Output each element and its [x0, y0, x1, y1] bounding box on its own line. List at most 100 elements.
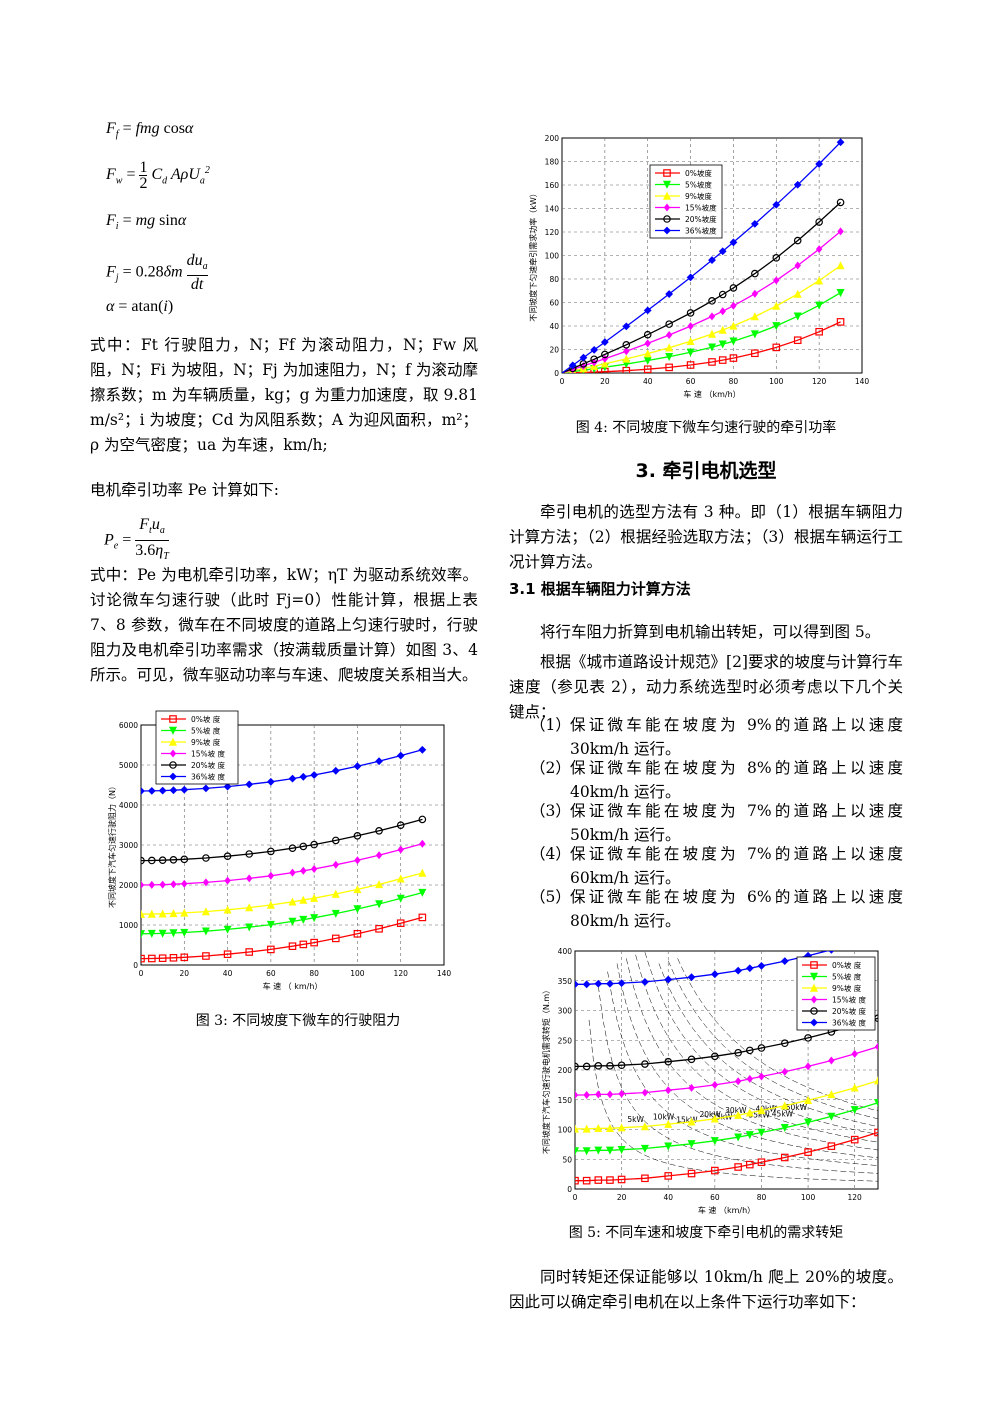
data-point — [246, 874, 253, 883]
data-point — [874, 1042, 878, 1051]
data-point — [419, 839, 426, 848]
data-point — [665, 290, 674, 298]
data-point — [202, 952, 210, 960]
data-point — [757, 961, 766, 970]
data-point — [397, 845, 404, 854]
paragraph-torque-conversion: 将行车阻力折算到电机输出转矩，可以得到图 5。 — [540, 623, 881, 641]
x-tick-label: 0 — [139, 969, 144, 978]
section-3-1-title: 3.1 根据车辆阻力计算方法 — [509, 580, 691, 598]
data-point — [780, 1124, 789, 1133]
data-point — [643, 365, 652, 373]
data-point — [686, 273, 695, 282]
data-point — [643, 330, 652, 339]
data-point — [815, 276, 824, 285]
data-point — [223, 782, 232, 791]
data-point — [331, 889, 340, 898]
data-point — [827, 1112, 836, 1121]
data-point — [582, 1124, 591, 1133]
data-point — [310, 771, 319, 779]
legend-marker — [662, 180, 672, 189]
legend-label: 15%坡 度 — [191, 749, 226, 759]
data-point — [141, 909, 146, 918]
legend-label: 0%坡 度 — [191, 714, 221, 724]
power-line-label: 5kW — [627, 1115, 644, 1124]
y-axis-label: 不同坡度下汽车匀速行驶阻力（N） — [107, 782, 117, 908]
requirement-number: （5） — [530, 888, 571, 906]
data-point — [299, 842, 308, 851]
data-point — [718, 290, 727, 299]
data-point — [245, 948, 254, 956]
x-tick-label: 0 — [560, 377, 565, 386]
power-line-label: 50kW — [786, 1103, 808, 1112]
requirement-text: 保证微车能在坡度为 6%的道路上以速度 80km/h 运行。 — [570, 888, 903, 930]
y-tick-label: 4000 — [119, 801, 138, 810]
data-point — [331, 836, 340, 845]
data-point — [418, 745, 427, 754]
data-point — [873, 1099, 878, 1108]
data-point — [815, 301, 824, 310]
equation-fj: Fj = 0.28δm dua dt — [106, 252, 208, 294]
data-point — [745, 964, 754, 973]
data-point — [266, 900, 275, 909]
data-point — [793, 236, 802, 245]
data-point — [583, 1090, 590, 1099]
x-axis-label: 车 速 （km/h） — [698, 1205, 755, 1215]
data-point — [594, 979, 603, 988]
power-contour — [658, 963, 879, 1127]
data-point — [594, 1123, 603, 1133]
requirement-text: 保证微车能在坡度为 7%的道路上以速度 60km/h 运行。 — [570, 845, 903, 887]
data-point — [622, 322, 631, 331]
data-point — [310, 864, 318, 874]
data-point — [687, 1055, 696, 1064]
data-point — [396, 821, 405, 830]
data-point — [793, 336, 802, 345]
data-point — [729, 337, 738, 346]
data-point — [202, 784, 210, 793]
paragraph-power-discussion: 式中：Pe 为电机牵引功率，kW；ηT 为驱动系统效率。讨论微车匀速行驶（此时 … — [90, 566, 478, 684]
requirement-number: （2） — [530, 759, 571, 777]
data-point — [181, 879, 188, 888]
data-point — [418, 888, 427, 897]
legend-marker — [810, 1018, 818, 1027]
y-tick-label: 300 — [558, 1007, 573, 1016]
data-point — [605, 1146, 614, 1155]
legend-marker — [810, 961, 818, 969]
y-tick-label: 120 — [545, 228, 560, 237]
data-point — [707, 329, 717, 338]
x-tick-label: 20 — [180, 969, 190, 978]
power-line-label: 15kW — [676, 1115, 698, 1124]
x-tick-label: 60 — [686, 377, 696, 386]
data-point — [643, 306, 652, 315]
requirement-number: （1） — [530, 716, 571, 734]
data-point — [850, 1135, 859, 1144]
data-point — [729, 284, 738, 292]
data-point — [827, 1142, 836, 1150]
data-point — [804, 1096, 813, 1105]
data-point — [299, 895, 308, 904]
data-point — [158, 909, 167, 918]
data-point — [169, 954, 178, 962]
legend-label: 9%坡 度 — [191, 737, 221, 747]
data-point — [711, 1166, 719, 1175]
data-point — [665, 1086, 672, 1095]
data-point — [751, 349, 759, 358]
data-point — [418, 815, 427, 824]
data-point — [147, 909, 156, 918]
data-point — [836, 138, 845, 147]
requirement-text: 保证微车能在坡度为 8%的道路上以速度 40km/h 运行。 — [570, 759, 903, 801]
data-point — [665, 363, 673, 372]
data-point — [147, 786, 156, 795]
data-point — [734, 1163, 742, 1171]
legend-marker — [169, 761, 177, 769]
legend-label: 5%坡度 — [685, 180, 712, 190]
x-tick-label: 100 — [769, 377, 784, 386]
data-point — [622, 354, 631, 363]
requirement-item-3: （3） 保证微车能在坡度为 7%的道路上以速度 50km/h 运行。 — [530, 799, 903, 847]
data-point — [601, 350, 609, 359]
data-point — [772, 200, 781, 209]
data-point — [688, 1083, 695, 1092]
data-point — [353, 762, 362, 771]
data-point — [595, 1090, 602, 1099]
data-point — [772, 322, 781, 331]
